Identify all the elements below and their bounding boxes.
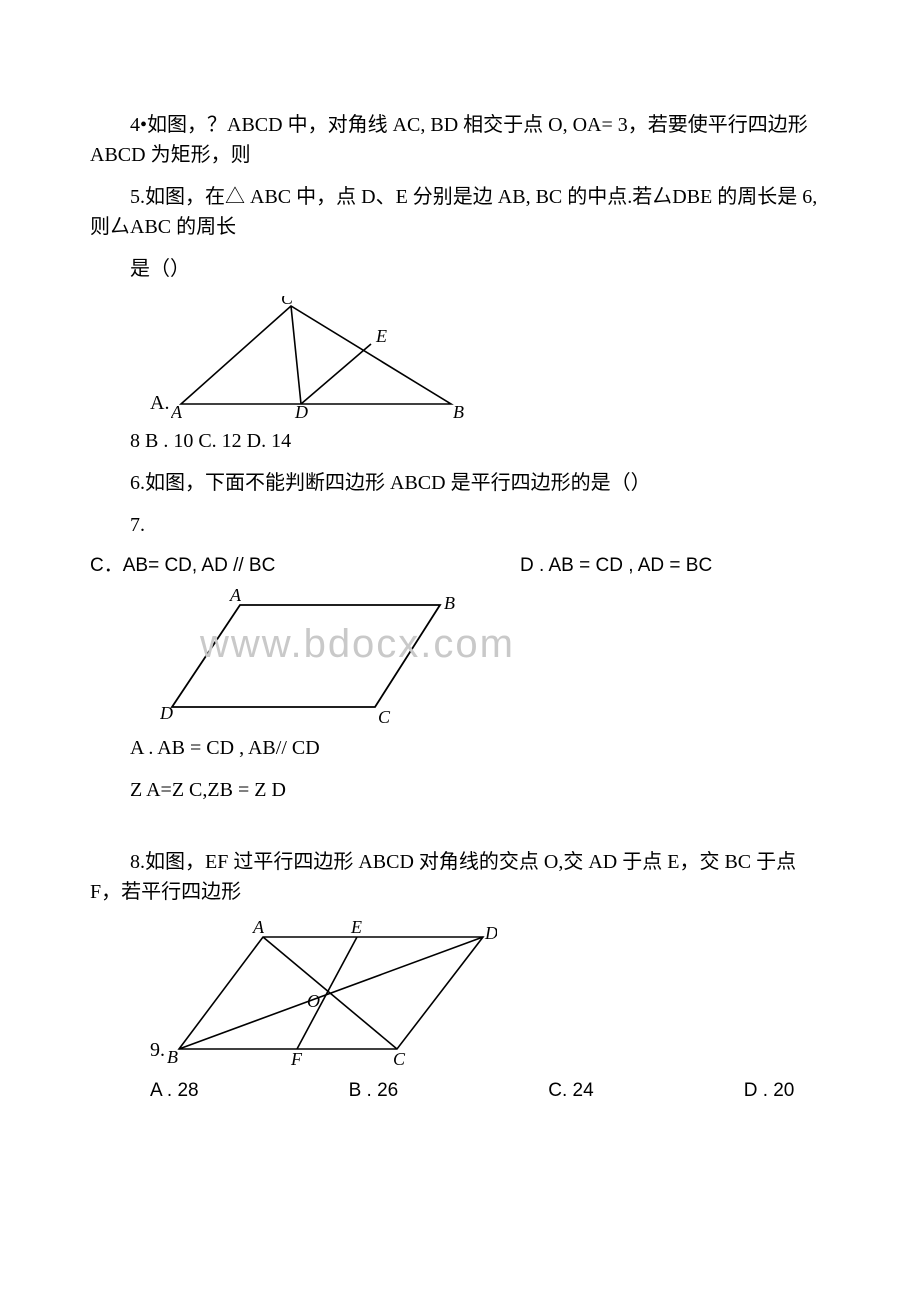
svg-text:D: D [294,402,308,420]
answer-c: C. 24 [548,1077,593,1106]
answer-d: D . 20 [744,1077,795,1106]
question-7-option-z: Z A=Z C,ZB = Z D [90,775,830,805]
question-5-line2: 是（） [90,254,830,284]
question-7-option-a: A . AB = CD , AB// CD [90,733,830,763]
svg-text:B: B [453,402,464,420]
svg-text:C: C [393,1049,406,1067]
question-5-line1: 5.如图，在△ ABC 中，点 D、E 分别是边 AB, BC 的中点.若厶DB… [90,182,830,242]
question-6: 6.如图，下面不能判断四边形 ABCD 是平行四边形的是（） [90,468,830,498]
svg-text:D: D [160,703,173,723]
triangle-figure: A D B C E [171,296,471,420]
question-8-answers: A . 28 B . 26 C. 24 D . 20 [90,1077,830,1106]
svg-text:O: O [307,991,320,1011]
answer-a: A . 28 [150,1077,199,1106]
svg-text:A: A [252,919,265,937]
svg-text:D: D [484,923,497,943]
option-c: C．AB= CD, AD // BC [90,552,520,581]
svg-text:C: C [378,707,391,727]
question-8-figure-prefix: 9. [150,1035,165,1067]
question-5-figure-prefix: A. [150,388,169,420]
parallelogram-diagonals-figure: A E D B F C O [167,919,497,1067]
spacer [90,817,830,847]
svg-text:A: A [229,587,242,605]
parallelogram-figure-wrap: A B C D [160,587,830,727]
svg-text:B: B [167,1047,178,1067]
question-5-options: 8 B . 10 C. 12 D. 14 [90,426,830,456]
question-8-figure-row: 9. A E D B F C O [150,919,830,1067]
svg-text:C: C [281,296,294,308]
question-7-label: 7. [90,510,830,540]
option-d: D . AB = CD , AD = BC [520,552,712,581]
question-5-figure-row: A. A D B C E [150,296,830,420]
svg-text:B: B [444,593,455,613]
question-7-options-cd: C．AB= CD, AD // BC D . AB = CD , AD = BC [90,552,830,581]
svg-text:E: E [375,326,387,346]
answer-b: B . 26 [349,1077,399,1106]
svg-text:F: F [290,1049,303,1067]
svg-text:A: A [171,402,183,420]
parallelogram-figure: A B C D [160,587,460,727]
question-4: 4•如图，？ABCD 中，对角线 AC, BD 相交于点 O, OA= 3，若要… [90,110,830,170]
svg-text:E: E [350,919,362,937]
question-8: 8.如图，EF 过平行四边形 ABCD 对角线的交点 O,交 AD 于点 E，交… [90,847,830,907]
